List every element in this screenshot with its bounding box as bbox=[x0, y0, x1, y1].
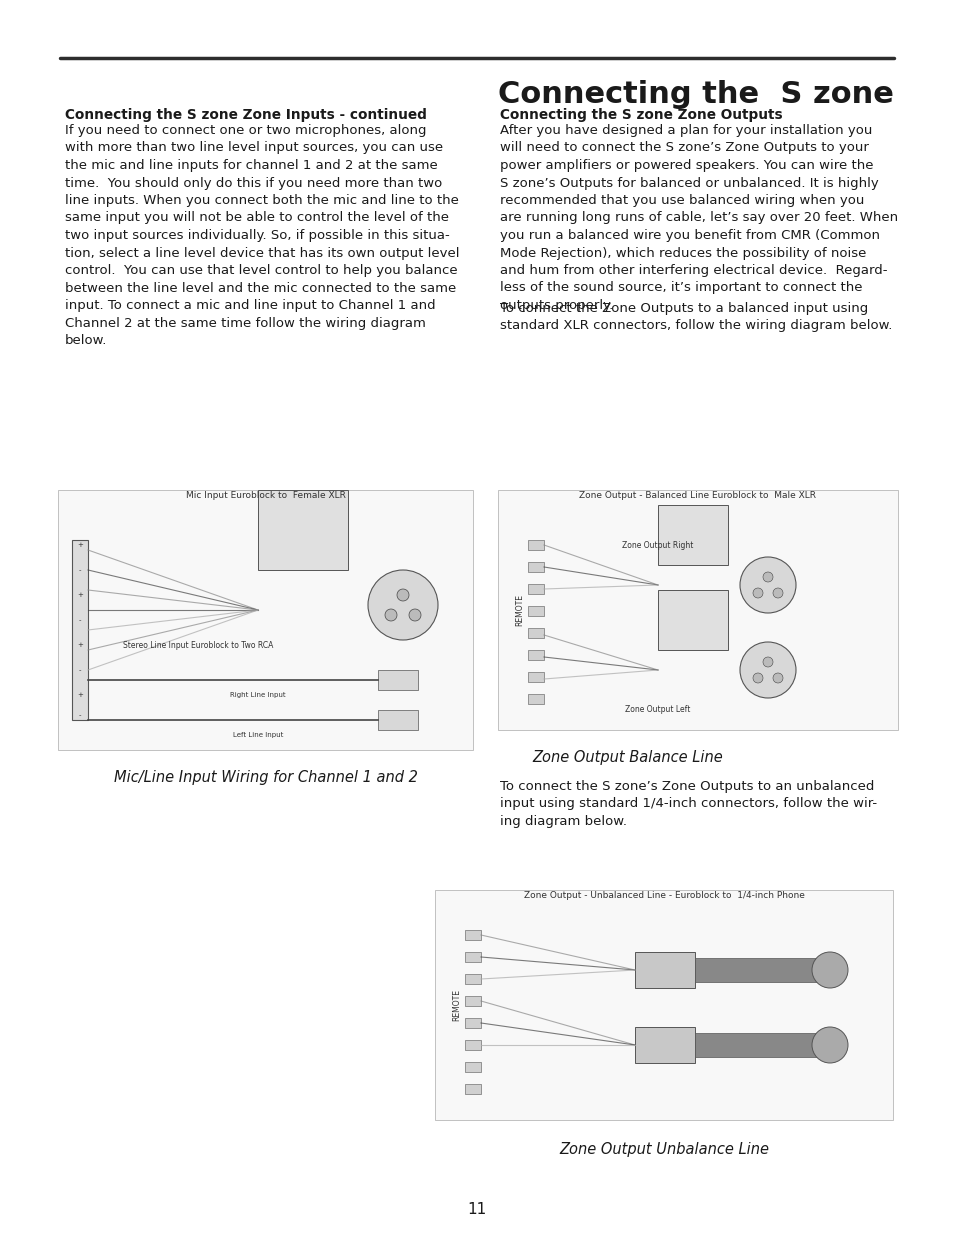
Circle shape bbox=[752, 673, 762, 683]
Bar bbox=[658, 505, 727, 564]
Text: 11: 11 bbox=[467, 1203, 486, 1218]
Bar bbox=[435, 890, 892, 1120]
Text: REMOTE: REMOTE bbox=[515, 594, 524, 626]
Text: Connecting the  S zone: Connecting the S zone bbox=[497, 80, 893, 109]
Text: Zone Output Right: Zone Output Right bbox=[621, 541, 693, 550]
Text: Zone Output - Balanced Line Euroblock to  Male XLR: Zone Output - Balanced Line Euroblock to… bbox=[578, 492, 816, 500]
Bar bbox=[464, 995, 480, 1007]
Text: +: + bbox=[77, 642, 83, 648]
Circle shape bbox=[762, 572, 772, 582]
Text: If you need to connect one or two microphones, along
with more than two line lev: If you need to connect one or two microp… bbox=[65, 124, 459, 347]
Text: Zone Output Left: Zone Output Left bbox=[624, 705, 690, 715]
Circle shape bbox=[396, 589, 409, 601]
Bar bbox=[527, 606, 543, 616]
Text: Connecting the S zone Zone Outputs: Connecting the S zone Zone Outputs bbox=[499, 107, 781, 122]
Bar bbox=[695, 1032, 824, 1057]
Bar bbox=[464, 1040, 480, 1050]
Bar bbox=[658, 590, 727, 650]
Bar bbox=[527, 629, 543, 638]
Text: Stereo Line Input Euroblock to Two RCA: Stereo Line Input Euroblock to Two RCA bbox=[123, 641, 273, 650]
Circle shape bbox=[409, 609, 420, 621]
Bar bbox=[635, 952, 695, 988]
Text: To connect the Zone Outputs to a balanced input using
standard XLR connectors, f: To connect the Zone Outputs to a balance… bbox=[499, 303, 891, 332]
Text: +: + bbox=[77, 592, 83, 598]
Bar bbox=[527, 562, 543, 572]
Text: -: - bbox=[79, 667, 81, 673]
Circle shape bbox=[368, 571, 437, 640]
Bar bbox=[527, 584, 543, 594]
Circle shape bbox=[740, 557, 795, 613]
Circle shape bbox=[762, 657, 772, 667]
Bar bbox=[377, 710, 417, 730]
Bar bbox=[377, 671, 417, 690]
Text: Zone Output - Unbalanced Line - Euroblock to  1/4-inch Phone: Zone Output - Unbalanced Line - Eurobloc… bbox=[523, 890, 803, 900]
Circle shape bbox=[385, 609, 396, 621]
Bar bbox=[527, 694, 543, 704]
Text: Mic Input Euroblock to  Female XLR: Mic Input Euroblock to Female XLR bbox=[186, 492, 345, 500]
Text: Zone Output Unbalance Line: Zone Output Unbalance Line bbox=[558, 1142, 768, 1157]
Text: Zone Output Balance Line: Zone Output Balance Line bbox=[532, 750, 722, 764]
Bar bbox=[695, 958, 824, 982]
Circle shape bbox=[772, 673, 782, 683]
Text: Mic/Line Input Wiring for Channel 1 and 2: Mic/Line Input Wiring for Channel 1 and … bbox=[113, 769, 417, 785]
Bar bbox=[527, 672, 543, 682]
Circle shape bbox=[811, 1028, 847, 1063]
Text: Left Line Input: Left Line Input bbox=[233, 732, 283, 739]
Text: -: - bbox=[79, 567, 81, 573]
Bar bbox=[635, 1028, 695, 1063]
Text: REMOTE: REMOTE bbox=[452, 989, 461, 1021]
Bar bbox=[464, 930, 480, 940]
Bar bbox=[464, 1062, 480, 1072]
Bar bbox=[527, 540, 543, 550]
Text: +: + bbox=[77, 542, 83, 548]
Text: -: - bbox=[79, 618, 81, 622]
Text: Right Line Input: Right Line Input bbox=[230, 692, 286, 698]
Bar bbox=[58, 490, 473, 750]
Text: -: - bbox=[79, 713, 81, 718]
Text: To connect the S zone’s Zone Outputs to an unbalanced
input using standard 1/4-i: To connect the S zone’s Zone Outputs to … bbox=[499, 781, 876, 827]
Bar bbox=[71, 540, 88, 720]
Bar bbox=[257, 490, 348, 571]
Bar bbox=[464, 974, 480, 984]
Bar bbox=[464, 952, 480, 962]
Bar bbox=[497, 490, 897, 730]
Bar bbox=[464, 1018, 480, 1028]
Circle shape bbox=[740, 642, 795, 698]
Bar bbox=[527, 650, 543, 659]
Text: After you have designed a plan for your installation you
will need to connect th: After you have designed a plan for your … bbox=[499, 124, 897, 312]
Text: +: + bbox=[77, 692, 83, 698]
Circle shape bbox=[772, 588, 782, 598]
Text: Connecting the S zone Zone Inputs - continued: Connecting the S zone Zone Inputs - cont… bbox=[65, 107, 426, 122]
Circle shape bbox=[811, 952, 847, 988]
Circle shape bbox=[752, 588, 762, 598]
Bar bbox=[464, 1084, 480, 1094]
